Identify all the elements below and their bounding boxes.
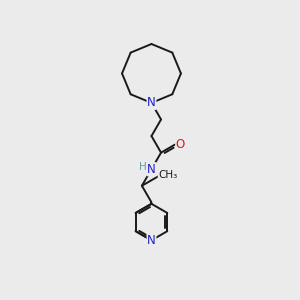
Text: N: N (147, 96, 156, 110)
Text: N: N (147, 163, 156, 176)
Text: H: H (140, 162, 147, 172)
Text: CH₃: CH₃ (158, 170, 178, 180)
Text: N: N (147, 234, 156, 247)
Text: O: O (176, 138, 185, 151)
